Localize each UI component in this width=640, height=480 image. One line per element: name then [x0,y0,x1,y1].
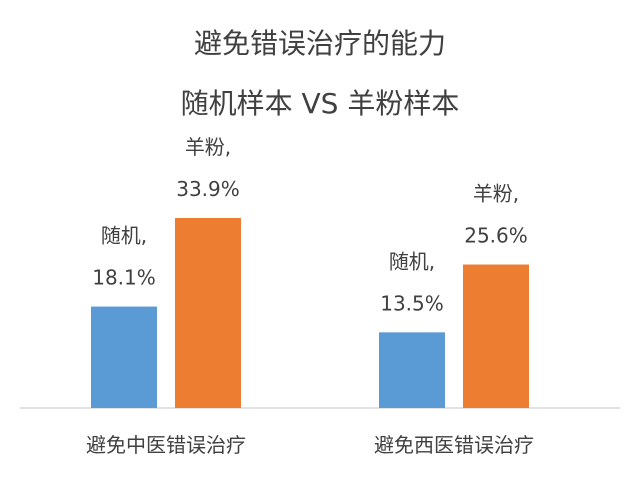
chart-title: 避免错误治疗的能力 [193,27,446,60]
bar-羊粉-1 [463,264,529,408]
data-label-name: 羊粉, [185,135,231,159]
data-label-value: 25.6% [464,224,528,248]
data-label-value: 18.1% [92,266,156,290]
data-label-name: 羊粉, [473,182,519,206]
chart-subtitle: 随机样本 VS 羊粉样本 [180,87,460,120]
bar-随机-1 [379,332,445,408]
category-label: 避免中医错误治疗 [86,433,246,457]
data-label-value: 33.9% [176,177,240,201]
bar-羊粉-0 [175,218,241,408]
category-label: 避免西医错误治疗 [374,433,534,457]
bar-随机-0 [91,306,157,408]
data-label-name: 随机, [389,249,435,273]
data-label-name: 随机, [101,224,147,248]
data-label-value: 13.5% [380,291,444,315]
